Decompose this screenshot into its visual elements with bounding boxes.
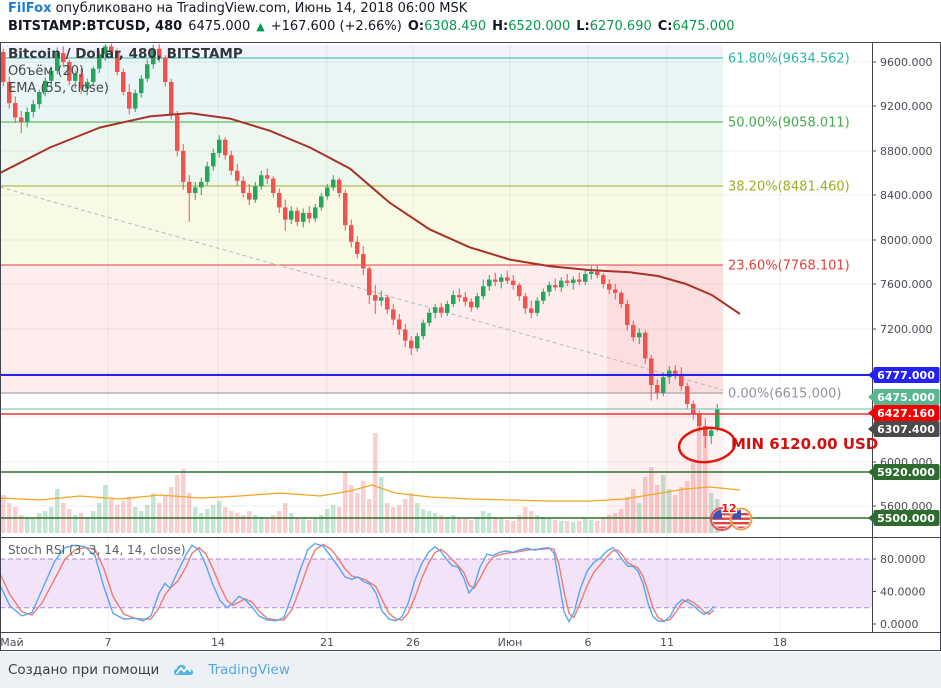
- last-price: 6475.000: [188, 19, 251, 34]
- stoch-pane: [0, 542, 872, 624]
- candlestick-layer: [1, 43, 720, 449]
- svg-text:9600.000: 9600.000: [880, 56, 933, 69]
- svg-text:7200.000: 7200.000: [880, 323, 933, 336]
- price-change: +167.600 (+2.66%): [270, 19, 402, 34]
- fib-label: 0.00%(6615.000): [728, 387, 841, 402]
- svg-text:Июн: Июн: [498, 636, 523, 649]
- author-link[interactable]: FilFox: [8, 1, 52, 16]
- fib-label: 23.60%(7768.101): [728, 259, 850, 274]
- price-tag: 6427.160: [877, 407, 935, 420]
- svg-text:Май: Май: [0, 636, 23, 649]
- svg-text:0.0000: 0.0000: [880, 618, 919, 631]
- tradingview-logo-icon: [174, 665, 194, 675]
- ema-line[interactable]: [0, 112, 741, 315]
- symbol-name: BITSTAMP:BTCUSD, 480: [8, 19, 183, 34]
- svg-text:40.0000: 40.0000: [880, 586, 926, 599]
- byline: FilFox опубликовано на TradingView.com, …: [8, 1, 467, 16]
- fib-label: 50.00%(9058.011): [728, 116, 850, 131]
- svg-text:18: 18: [773, 636, 787, 649]
- tradingview-link[interactable]: TradingView: [208, 662, 290, 678]
- drawn-ellipse-annotation[interactable]: [677, 425, 737, 465]
- ohlc-low: L:6270.690: [576, 19, 652, 34]
- svg-text:26: 26: [406, 636, 420, 649]
- time-axis[interactable]: Май 7 14 21 26 Июн 6 11 18: [0, 636, 787, 649]
- svg-text:8800.000: 8800.000: [880, 145, 933, 158]
- svg-text:5600.000: 5600.000: [880, 500, 933, 513]
- price-tag: 6307.400: [877, 423, 935, 436]
- ohlc-open: O:6308.490: [407, 19, 487, 34]
- stoch-k-line: [1, 542, 715, 624]
- footer-text: Создано при помощи: [8, 662, 160, 678]
- volume-ma-line: [1, 484, 741, 502]
- price-axis[interactable]: 9600.000 9200.000 8800.000 8400.000 8000.000…: [872, 56, 933, 631]
- fib-levels: 61.80%(9634.562) 50.00%(9058.011) 38.20%(8…: [0, 52, 850, 402]
- main-chart-svg[interactable]: 61.80%(9634.562) 50.00%(9058.011) 38.20%(8…: [0, 42, 941, 652]
- svg-text:6: 6: [585, 636, 592, 649]
- volume-bars: [1, 425, 720, 533]
- svg-text:11: 11: [660, 636, 674, 649]
- up-arrow-icon: ▲: [256, 20, 265, 33]
- price-tag: 5500.000: [877, 512, 935, 525]
- ohlc-high: H:6520.000: [492, 19, 571, 34]
- svg-text:80.0000: 80.0000: [880, 553, 926, 566]
- price-tag: 5920.000: [877, 466, 935, 479]
- svg-text:8000.000: 8000.000: [880, 234, 933, 247]
- svg-text:21: 21: [320, 636, 334, 649]
- ohlc-close: C:6475.000: [657, 19, 735, 34]
- footer: Создано при помощи TradingView: [0, 652, 941, 688]
- svg-text:7600.000: 7600.000: [880, 278, 933, 291]
- svg-text:8400.000: 8400.000: [880, 189, 933, 202]
- flag-count: 12: [721, 502, 736, 515]
- svg-text:14: 14: [211, 636, 225, 649]
- fib-label: 38.20%(8481.460): [728, 180, 850, 195]
- price-tag: 6777.000: [877, 369, 935, 382]
- stoch-d-line: [1, 543, 715, 622]
- fib-label: 61.80%(9634.562): [728, 52, 850, 67]
- price-pane: [0, 43, 741, 533]
- svg-text:9200.000: 9200.000: [880, 100, 933, 113]
- trendline[interactable]: [0, 186, 724, 391]
- chart-area[interactable]: 61.80%(9634.562) 50.00%(9058.011) 38.20%(8…: [0, 42, 941, 652]
- flag-markers-icon[interactable]: 12: [710, 501, 753, 531]
- byline-text: опубликовано на TradingView.com, Июнь 14…: [51, 1, 468, 16]
- price-tag: 6475.000: [877, 391, 935, 404]
- svg-text:7: 7: [105, 636, 112, 649]
- symbol-ohlc-bar: BITSTAMP:BTCUSD, 480 6475.000 ▲ +167.600…: [8, 19, 735, 34]
- price-tags: 6777.000 6475.000 6427.160 6307.400 5920.000…: [868, 367, 940, 526]
